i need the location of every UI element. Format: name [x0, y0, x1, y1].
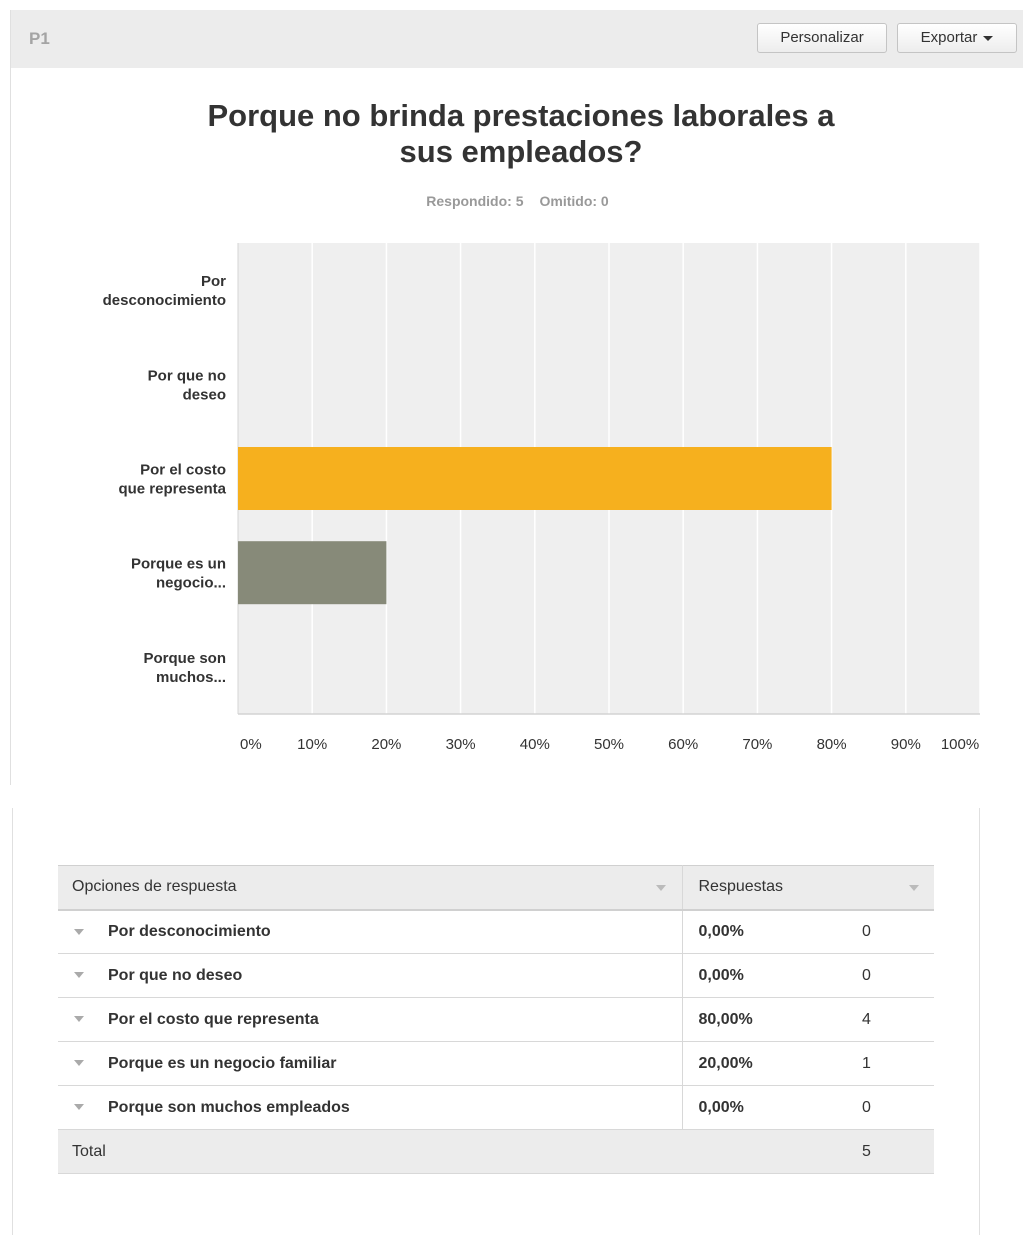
- total-label: Total: [58, 1129, 682, 1174]
- options-column-header[interactable]: Opciones de respuesta: [58, 865, 683, 911]
- sort-down-icon[interactable]: [656, 885, 666, 891]
- x-tick-label: 40%: [520, 736, 550, 753]
- x-tick-label: 30%: [446, 736, 476, 753]
- table-row: Por que no deseo 0,00% 0: [58, 953, 934, 998]
- x-tick-label: 80%: [817, 736, 847, 753]
- responses-header-label: Respuestas: [698, 878, 784, 896]
- option-cell: Por desconocimiento: [58, 909, 683, 954]
- export-button[interactable]: Exportar: [897, 23, 1017, 53]
- response-stats: Respondido: 5 Omitido: 0: [11, 193, 1023, 209]
- chevron-down-icon[interactable]: [74, 1104, 84, 1111]
- option-label: Por que no deseo: [108, 966, 243, 984]
- option-label: Porque son muchos empleados: [108, 1098, 350, 1116]
- chevron-down-icon: [983, 35, 994, 41]
- count-cell: 0: [862, 1085, 934, 1130]
- option-label: Por desconocimiento: [108, 922, 271, 940]
- option-cell: Por el costo que representa: [58, 997, 683, 1042]
- options-header-label: Opciones de respuesta: [72, 878, 237, 896]
- category-label: Porque son muchos...: [143, 650, 226, 686]
- percent-cell: 20,00%: [682, 1041, 862, 1086]
- customize-button[interactable]: Personalizar: [757, 23, 887, 53]
- table-card: [12, 808, 980, 1235]
- count-cell: 0: [862, 909, 934, 954]
- chart-title: Porque no brinda prestaciones laborales …: [207, 98, 835, 169]
- x-tick-label: 10%: [297, 736, 327, 753]
- category-label: Por el costo que representa: [118, 462, 226, 498]
- question-number: P1: [29, 29, 50, 48]
- x-tick-label: 60%: [668, 736, 698, 753]
- bar-chart: Por desconocimiento Por que no deseo Por el …: [103, 243, 981, 753]
- table-row: Por desconocimiento 0,00% 0: [58, 909, 934, 954]
- chevron-down-icon[interactable]: [74, 972, 84, 979]
- count-cell: 1: [862, 1041, 934, 1086]
- option-cell: Porque es un negocio familiar: [58, 1041, 683, 1086]
- percent-cell: 80,00%: [682, 997, 862, 1042]
- x-tick-label: 50%: [594, 736, 624, 753]
- question-header: P1 Personalizar Exportar: [11, 10, 1023, 68]
- table-header-row: Opciones de respuesta Respuestas: [58, 865, 934, 911]
- chevron-down-icon[interactable]: [74, 928, 84, 935]
- chevron-down-icon[interactable]: [74, 1016, 84, 1023]
- percent-cell: 0,00%: [682, 953, 862, 998]
- x-tick-label: 100%: [941, 736, 979, 753]
- count-cell: 4: [862, 997, 934, 1042]
- category-label: Por que no deseo: [148, 367, 226, 403]
- option-cell: Porque son muchos empleados: [58, 1085, 683, 1130]
- total-row: Total 5: [58, 1129, 934, 1174]
- x-tick-label: 70%: [742, 736, 772, 753]
- percent-cell: 0,00%: [682, 909, 862, 954]
- bar[interactable]: [238, 447, 832, 510]
- export-label: Exportar: [920, 29, 978, 46]
- x-tick-label: 20%: [371, 736, 401, 753]
- sort-down-icon[interactable]: [908, 885, 919, 891]
- x-tick-label: 90%: [891, 736, 921, 753]
- category-label: Por desconocimiento: [103, 273, 227, 309]
- responses-column-header[interactable]: Respuestas: [682, 865, 934, 911]
- chevron-down-icon[interactable]: [74, 1060, 84, 1067]
- option-label: Porque es un negocio familiar: [108, 1054, 337, 1072]
- skipped-count: Omitido: 0: [539, 193, 609, 209]
- option-label: Por el costo que representa: [108, 1010, 319, 1028]
- category-label: Porque es un negocio...: [131, 556, 226, 592]
- table-row: Por el costo que representa 80,00% 4: [58, 997, 934, 1042]
- bar[interactable]: [238, 541, 387, 605]
- total-count: 5: [862, 1129, 934, 1174]
- percent-cell: 0,00%: [682, 1085, 862, 1130]
- option-cell: Por que no deseo: [58, 953, 683, 998]
- answered-count: Respondido: 5: [426, 193, 524, 209]
- count-cell: 0: [862, 953, 934, 998]
- table-row: Porque son muchos empleados 0,00% 0: [58, 1085, 934, 1130]
- responses-table: Opciones de respuesta Respuestas Por des…: [58, 865, 934, 1174]
- x-tick-label: 0%: [240, 736, 262, 753]
- table-row: Porque es un negocio familiar 20,00% 1: [58, 1041, 934, 1086]
